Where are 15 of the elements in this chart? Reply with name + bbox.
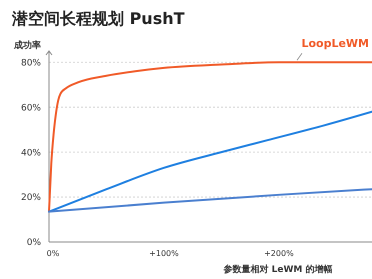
y-tick-label: 40%	[20, 148, 42, 158]
chart-title: 潜空间长程规划 PushT	[11, 9, 185, 28]
x-axis-title: 参数量相对 LeWM 的增幅	[222, 264, 332, 275]
x-tick-label: +200%	[264, 249, 294, 258]
x-tick-label: 0%	[46, 249, 60, 258]
y-tick-label: 0%	[26, 238, 42, 248]
line-series	[48, 110, 372, 213]
x-tick-label: +100%	[149, 249, 180, 258]
line-series	[48, 188, 372, 213]
y-tick-label: 20%	[20, 193, 42, 204]
series-label: LoopLeWM	[301, 37, 369, 50]
y-tick-label: 80%	[20, 58, 42, 68]
line-series	[48, 61, 372, 213]
y-axis-title: 成功率	[13, 40, 41, 51]
y-tick-label: 60%	[20, 103, 42, 114]
